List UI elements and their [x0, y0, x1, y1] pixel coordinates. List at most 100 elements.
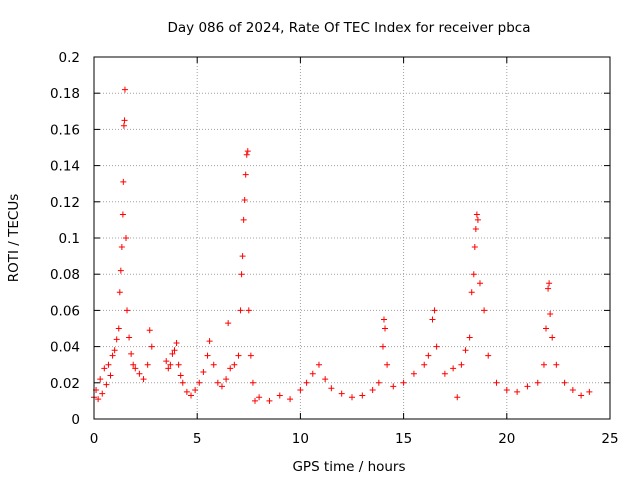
- data-point: [146, 327, 153, 334]
- data-point: [534, 379, 541, 386]
- y-tick-label: 0.14: [50, 159, 80, 175]
- data-point: [309, 370, 316, 377]
- data-point: [119, 211, 126, 218]
- data-point: [140, 376, 147, 383]
- data-point: [101, 365, 108, 372]
- data-point: [400, 379, 407, 386]
- data-point: [121, 86, 128, 93]
- data-point: [379, 343, 386, 350]
- data-point: [95, 396, 102, 403]
- data-point: [382, 325, 389, 332]
- data-point: [130, 361, 137, 368]
- data-point: [547, 311, 554, 318]
- x-tick-label: 5: [193, 431, 202, 447]
- data-point: [468, 289, 475, 296]
- data-point: [97, 376, 104, 383]
- data-point: [169, 350, 176, 357]
- data-point: [429, 316, 436, 323]
- data-point: [390, 383, 397, 390]
- data-point: [116, 289, 123, 296]
- tick-labels: 0 5 10 15 20 25 0 0.02 0.04 0.06 0.08 0.1 0.12 0.14 0.…: [50, 50, 619, 447]
- axis-ticks: [93, 56, 611, 420]
- data-point: [561, 379, 568, 386]
- data-point: [245, 307, 252, 314]
- data-point: [514, 388, 521, 395]
- data-point: [239, 253, 246, 260]
- data-point: [431, 307, 438, 314]
- data-point: [315, 361, 322, 368]
- y-tick-label: 0.12: [50, 195, 80, 211]
- data-point: [349, 394, 355, 401]
- x-tick-label: 15: [395, 431, 412, 447]
- data-point: [369, 387, 376, 394]
- y-axis-label: ROTI / TECUs: [6, 194, 22, 282]
- data-point: [113, 336, 120, 343]
- x-axis-label: GPS time / hours: [292, 459, 405, 475]
- data-point: [303, 379, 310, 386]
- data-point: [450, 365, 457, 372]
- data-point: [173, 339, 180, 346]
- data-point: [454, 394, 461, 401]
- data-point: [107, 372, 114, 379]
- data-point: [238, 271, 245, 278]
- data-point: [287, 396, 294, 403]
- data-point: [503, 387, 510, 394]
- data-point: [136, 370, 143, 377]
- data-point: [569, 387, 576, 394]
- y-tick-label: 0.1: [59, 231, 80, 247]
- data-point: [470, 271, 477, 278]
- data-point: [218, 383, 225, 390]
- data-point: [124, 307, 131, 314]
- data-point: [117, 267, 124, 274]
- data-point: [122, 235, 129, 241]
- data-point: [425, 352, 432, 359]
- data-point: [179, 379, 186, 386]
- data-point: [126, 334, 133, 341]
- data-point: [441, 370, 448, 377]
- data-point: [524, 383, 531, 390]
- data-point: [472, 225, 479, 232]
- data-point: [243, 151, 250, 158]
- y-tick-label: 0.08: [50, 267, 80, 283]
- data-point: [471, 244, 478, 251]
- data-point: [433, 343, 440, 350]
- data-point: [132, 365, 139, 372]
- x-tick-label: 0: [90, 431, 99, 447]
- y-tick-label: 0.04: [50, 340, 80, 356]
- data-point: [586, 388, 593, 395]
- grid: [94, 57, 610, 419]
- data-point: [241, 196, 248, 203]
- data-point: [165, 365, 172, 372]
- data-point: [485, 352, 492, 359]
- data-point: [338, 390, 345, 397]
- y-tick-label: 0: [71, 412, 80, 428]
- y-tick-label: 0.18: [50, 86, 80, 102]
- data-point: [120, 178, 127, 185]
- chart-title: Day 086 of 2024, Rate Of TEC Index for r…: [168, 20, 531, 36]
- data-point: [200, 368, 207, 375]
- data-point: [462, 347, 469, 354]
- y-tick-label: 0.02: [50, 376, 80, 392]
- data-point: [120, 122, 127, 129]
- data-point: [109, 352, 116, 359]
- data-point: [244, 148, 251, 155]
- data-point: [148, 343, 155, 350]
- data-point: [380, 316, 387, 323]
- y-tick-label: 0.16: [50, 122, 80, 138]
- data-point: [249, 379, 256, 386]
- data-point: [192, 387, 199, 394]
- data-point: [177, 372, 184, 379]
- data-point: [481, 307, 488, 314]
- y-tick-label: 0.06: [50, 303, 80, 319]
- data-point: [421, 361, 428, 368]
- x-tick-label: 25: [601, 431, 618, 447]
- data-point: [458, 361, 465, 368]
- data-point: [235, 352, 242, 359]
- data-point: [297, 387, 304, 394]
- x-tick-label: 10: [292, 431, 309, 447]
- data-point: [493, 379, 500, 386]
- data-point: [256, 394, 263, 401]
- data-point: [546, 280, 553, 287]
- data-point: [231, 361, 238, 368]
